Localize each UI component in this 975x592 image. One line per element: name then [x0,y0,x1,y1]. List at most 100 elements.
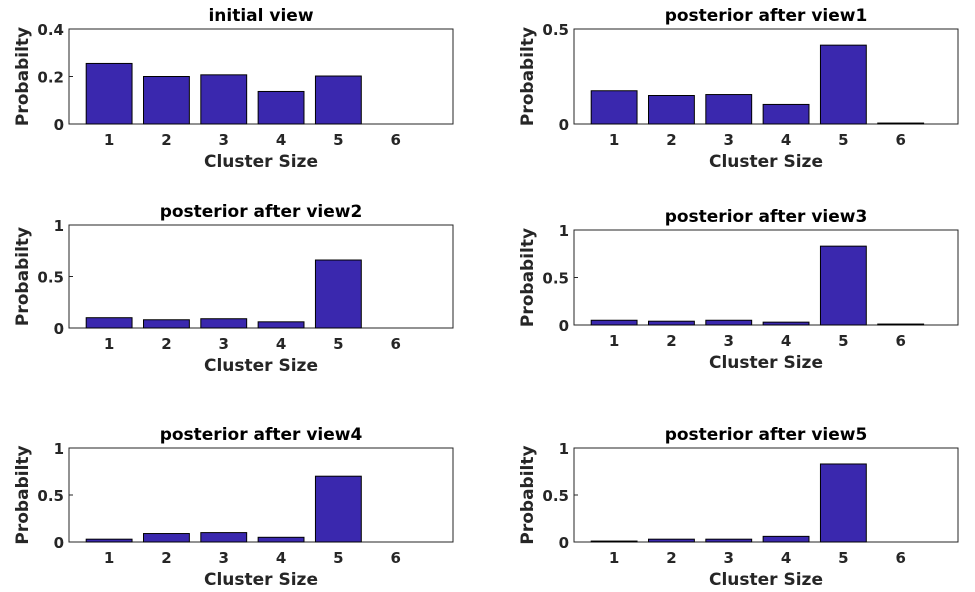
x-tick-label: 6 [895,131,905,149]
bar-4 [762,103,810,125]
x-tick-label: 2 [161,549,171,567]
x-tick-label: 6 [895,332,905,350]
x-tick-label: 3 [219,335,229,353]
x-tick-label: 6 [390,131,400,149]
x-axis-label: Cluster Size [709,152,823,172]
y-tick-label: 0 [559,317,569,335]
y-axis-label: Probabilty [13,27,33,126]
bar-1 [85,538,133,543]
x-tick-label: 6 [390,335,400,353]
subplot-title: posterior after view1 [665,6,868,26]
plot-frame [68,447,454,543]
x-tick-label: 3 [724,549,734,567]
subplot-title: posterior after view3 [665,207,868,227]
bar-2 [143,533,190,543]
bar-4 [257,536,305,543]
x-tick-label: 1 [609,131,619,149]
x-axis-label: Cluster Size [709,353,823,373]
bar-4 [762,321,810,326]
y-tick-label: 0.5 [542,21,569,39]
plot-frame [68,224,454,329]
y-tick-label: 0.5 [37,487,64,505]
x-tick-label: 1 [609,549,619,567]
y-tick-label: 0.5 [542,270,569,288]
bar-3 [705,319,753,326]
x-tick-label: 4 [276,335,286,353]
bar-3 [200,532,248,543]
x-tick-label: 3 [219,131,229,149]
subplot-2: 1 2 3 4 5 6 0 0.5 posterior after view1 Cluster S… [518,6,959,172]
bar-5 [819,463,867,543]
subplot-title: posterior after view5 [665,425,868,445]
x-tick-label: 5 [333,549,343,567]
bar-6 [877,323,925,326]
bar-3 [705,94,753,125]
y-tick-label: 0 [54,320,64,338]
x-tick-label: 1 [104,335,114,353]
x-tick-label: 3 [219,549,229,567]
x-tick-label: 1 [609,332,619,350]
y-tick-label: 1 [559,440,569,458]
bar-6 [877,122,925,125]
y-tick-label: 0 [54,534,64,552]
bar-2 [648,538,695,543]
y-axis-label: Probabilty [518,445,538,544]
x-tick-label: 2 [666,131,676,149]
y-axis-label: Probabilty [13,227,33,326]
y-tick-label: 1 [54,440,64,458]
bar-4 [257,90,305,125]
x-tick-label: 5 [838,131,848,149]
x-axis-label: Cluster Size [204,152,318,172]
x-axis-label: Cluster Size [709,570,823,590]
bar-2 [143,76,190,125]
x-tick-label: 5 [333,131,343,149]
x-tick-label: 5 [838,549,848,567]
bar-2 [648,320,695,326]
subplot-3: 1 2 3 4 5 6 0 0.5 1 posterior after view2 Cluster … [13,202,454,376]
x-tick-label: 5 [333,335,343,353]
bar-3 [705,538,753,543]
y-tick-label: 0.5 [37,269,64,287]
x-tick-label: 2 [161,335,171,353]
y-tick-label: 0.4 [37,21,64,39]
x-tick-label: 4 [276,131,286,149]
x-axis-label: Cluster Size [204,356,318,376]
y-tick-label: 0 [54,116,64,134]
bar-1 [590,90,638,125]
x-tick-label: 4 [781,332,791,350]
x-tick-label: 5 [838,332,848,350]
bar-1 [590,319,638,326]
subplot-title: posterior after view4 [160,425,363,445]
x-tick-label: 3 [724,131,734,149]
bar-2 [648,95,695,125]
subplot-title: initial view [208,6,313,26]
y-tick-label: 0 [559,116,569,134]
y-tick-label: 0.5 [542,487,569,505]
x-tick-label: 1 [104,131,114,149]
y-axis-label: Probabilty [518,27,538,126]
bar-3 [200,74,248,125]
y-axis-label: Probabilty [13,445,33,544]
x-tick-label: 4 [781,131,791,149]
x-tick-label: 2 [161,131,171,149]
y-axis-label: Probabilty [518,228,538,327]
bar-4 [257,321,305,329]
subplot-4: 1 2 3 4 5 6 0 0.5 1 posterior after view3 Cluster … [518,207,959,373]
x-tick-label: 1 [104,549,114,567]
bar-1 [85,62,133,125]
plot-frame [573,447,959,543]
bar-1 [85,317,133,329]
bar-1 [590,540,638,543]
subplot-1: 1 2 3 4 5 6 0 0.2 0.4 initial view Cluster Size Pro… [13,6,454,172]
bar-5 [314,475,362,543]
subplot-6: 1 2 3 4 5 6 0 0.5 1 posterior after view5 Cluster … [518,425,959,590]
y-tick-label: 0 [559,534,569,552]
bar-5 [819,245,867,326]
bar-3 [200,318,248,329]
x-axis-label: Cluster Size [204,570,318,590]
y-tick-label: 1 [559,222,569,240]
x-tick-label: 2 [666,549,676,567]
x-tick-label: 2 [666,332,676,350]
plot-frame [573,229,959,326]
subplot-title: posterior after view2 [160,202,363,222]
